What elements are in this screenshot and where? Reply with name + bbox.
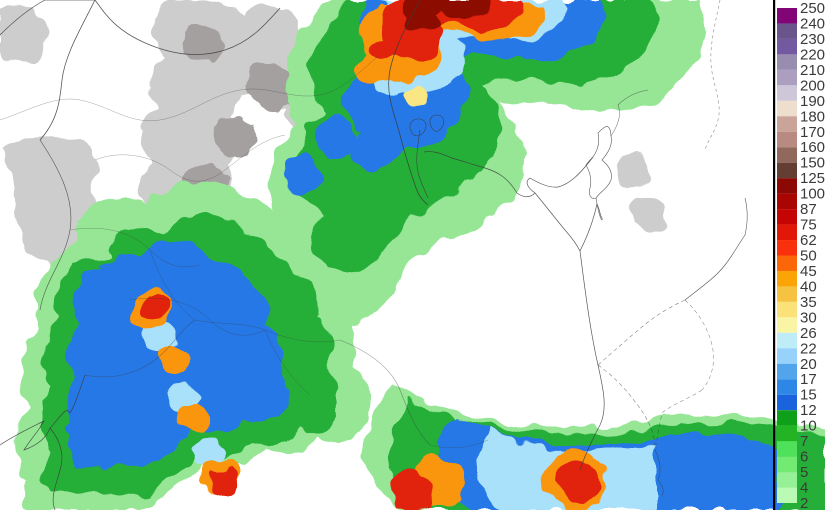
svg-text:2: 2 — [800, 495, 808, 510]
svg-text:180: 180 — [800, 108, 825, 125]
svg-text:160: 160 — [800, 139, 825, 156]
svg-text:17: 17 — [800, 371, 817, 388]
svg-text:62: 62 — [800, 232, 817, 249]
svg-text:4: 4 — [800, 480, 808, 497]
svg-text:6: 6 — [800, 449, 808, 466]
svg-text:230: 230 — [800, 31, 825, 48]
svg-text:100: 100 — [800, 186, 825, 203]
svg-text:7: 7 — [800, 433, 808, 450]
svg-text:150: 150 — [800, 155, 825, 172]
svg-text:15: 15 — [800, 387, 817, 404]
svg-text:12: 12 — [800, 402, 817, 419]
svg-text:250: 250 — [800, 0, 825, 17]
svg-text:87: 87 — [800, 201, 817, 218]
svg-text:190: 190 — [800, 93, 825, 110]
svg-text:40: 40 — [800, 278, 817, 295]
svg-text:35: 35 — [800, 294, 817, 311]
svg-text:26: 26 — [800, 325, 817, 342]
svg-text:50: 50 — [800, 248, 817, 265]
svg-text:22: 22 — [800, 340, 817, 357]
svg-text:200: 200 — [800, 77, 825, 94]
svg-text:220: 220 — [800, 46, 825, 63]
